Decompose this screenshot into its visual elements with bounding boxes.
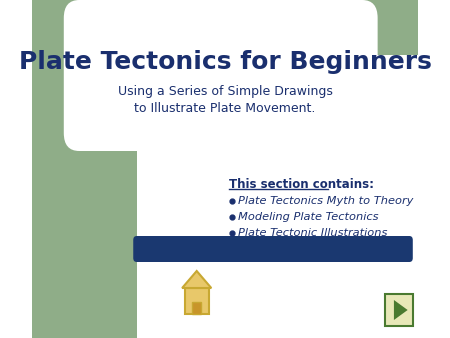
Bar bbox=[32, 0, 137, 338]
Polygon shape bbox=[394, 300, 408, 320]
Text: Using a Series of Simple Drawings
to Illustrate Plate Movement.: Using a Series of Simple Drawings to Ill… bbox=[117, 84, 333, 116]
Bar bbox=[193, 302, 201, 314]
FancyBboxPatch shape bbox=[64, 0, 378, 151]
Text: Plate Tectonics for Beginners: Plate Tectonics for Beginners bbox=[18, 50, 432, 74]
Bar bbox=[32, 0, 418, 55]
Bar bbox=[184, 288, 209, 314]
Polygon shape bbox=[182, 271, 211, 288]
FancyBboxPatch shape bbox=[133, 236, 413, 262]
Text: This section contains:: This section contains: bbox=[230, 178, 374, 191]
Text: Plate Tectonics Myth to Theory: Plate Tectonics Myth to Theory bbox=[238, 196, 413, 206]
Bar bbox=[385, 294, 413, 326]
Text: Plate Tectonic Illustrations: Plate Tectonic Illustrations bbox=[238, 228, 387, 238]
Text: Modeling Plate Tectonics: Modeling Plate Tectonics bbox=[238, 212, 378, 222]
